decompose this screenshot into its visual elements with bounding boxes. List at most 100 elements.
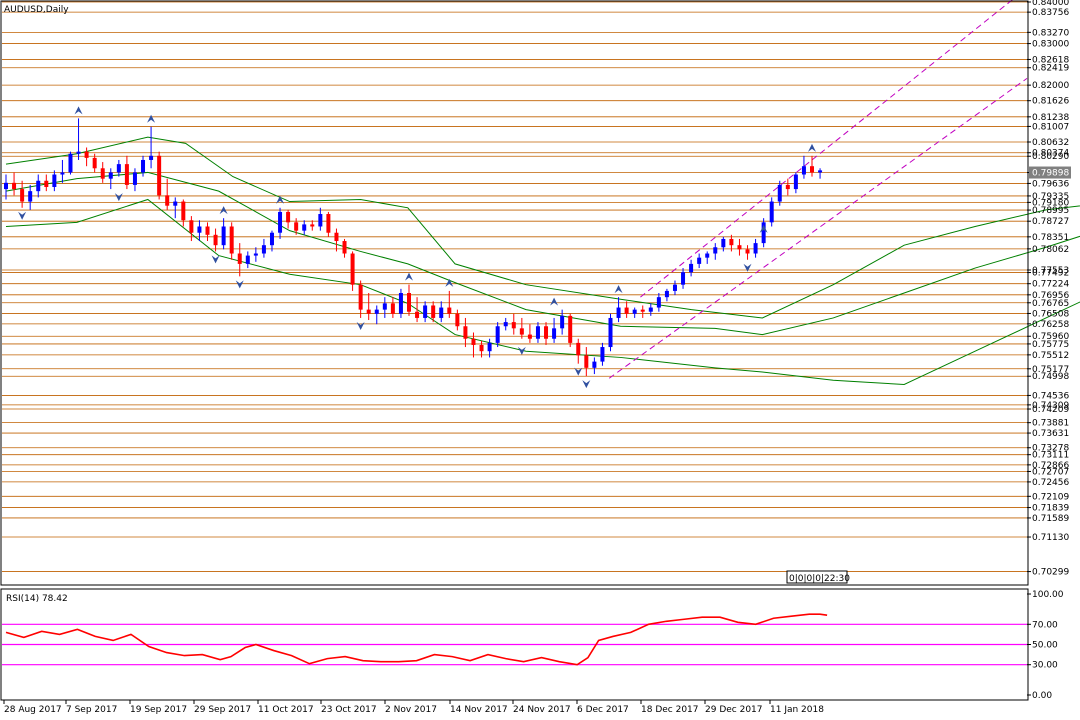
candle-body — [527, 334, 532, 339]
candle-body — [36, 180, 41, 192]
candle-body — [729, 238, 734, 246]
candle-body — [818, 170, 823, 173]
candle-body — [648, 307, 653, 312]
candle-body — [181, 201, 186, 221]
price-tick-label: 0.75177 — [1032, 365, 1069, 375]
candle-body — [511, 322, 516, 329]
candle-body — [407, 293, 411, 312]
price-tick-label: 0.84000 — [1032, 0, 1069, 8]
candle-body — [92, 157, 97, 169]
price-tick-label: 0.82618 — [1032, 55, 1069, 65]
candle-body — [366, 309, 371, 314]
price-tick-label: 0.77553 — [1032, 266, 1069, 276]
candle-body — [100, 168, 105, 179]
fractal-down-icon — [211, 255, 220, 264]
candle-body — [544, 326, 549, 339]
price-tick-label: 0.74209 — [1032, 405, 1069, 415]
candle-body — [334, 232, 339, 242]
time-tick-label: 7 Sep 2017 — [66, 705, 117, 715]
band-middle — [5, 171, 1080, 336]
candle-body — [294, 222, 299, 231]
candle-body — [213, 234, 218, 246]
fractal-up-icon — [147, 114, 156, 123]
price-tick-label: 0.78995 — [1032, 206, 1069, 216]
candle-body — [616, 307, 621, 318]
price-tick-label: 0.73881 — [1032, 419, 1069, 429]
price-tick-label: 0.79180 — [1032, 198, 1069, 208]
price-tick-label: 0.75775 — [1032, 340, 1069, 350]
candle-body — [624, 307, 629, 314]
fractal-up-icon — [74, 106, 83, 115]
time-tick-label: 18 Dec 2017 — [641, 705, 699, 715]
fractal-down-icon — [517, 346, 526, 355]
candle-body — [358, 284, 363, 310]
candle-body — [108, 172, 113, 179]
candle-body — [326, 214, 331, 233]
candle-body — [495, 326, 500, 343]
price-tick-label: 0.76956 — [1032, 291, 1069, 301]
candle-body — [745, 249, 750, 254]
candle-body — [608, 317, 613, 348]
price-tick-label: 0.77224 — [1032, 280, 1069, 290]
price-tick-label: 0.74309 — [1032, 401, 1069, 411]
price-tick-label: 0.81007 — [1032, 122, 1069, 132]
price-tick-label: 0.74998 — [1032, 372, 1069, 382]
time-tick-label: 14 Nov 2017 — [450, 705, 508, 715]
candle-body — [568, 315, 573, 343]
price-tick-label: 0.81238 — [1032, 113, 1069, 123]
candle-body — [44, 180, 49, 187]
candle-body — [656, 297, 661, 308]
candle-body — [269, 232, 274, 246]
candle-body — [116, 164, 121, 173]
time-tick-label: 11 Oct 2017 — [258, 705, 314, 715]
time-box-label: 0|0|0|0|22:30 — [789, 574, 850, 584]
candle-body — [173, 201, 178, 206]
candle-body — [584, 355, 589, 368]
fractal-up-icon — [445, 278, 454, 287]
price-tick-label: 0.80290 — [1032, 152, 1069, 162]
candle-body — [12, 182, 17, 190]
time-box: 0|0|0|0|22:30 — [786, 570, 850, 584]
candle-body — [278, 211, 283, 233]
time-tick-label: 11 Jan 2018 — [770, 705, 824, 715]
candle-body — [310, 224, 315, 227]
fractal-down-icon — [18, 211, 27, 220]
candle-body — [141, 159, 146, 173]
candle-body — [721, 238, 726, 248]
price-tick-label: 0.73631 — [1032, 429, 1069, 439]
candle-body — [318, 214, 323, 227]
candle-body — [640, 309, 645, 312]
price-grid — [2, 1, 1027, 572]
rsi-pane: 100.00 70.00 50.00 30.00 0.00 — [2, 590, 1064, 701]
candle-body — [76, 151, 81, 154]
price-tick-label: 0.80632 — [1032, 138, 1069, 148]
price-tick-label: 0.82419 — [1032, 64, 1069, 74]
time-tick-label: 29 Sep 2017 — [194, 705, 251, 715]
chart-title: AUDUSD,Daily — [4, 5, 69, 15]
price-tick-label: 0.70299 — [1032, 568, 1069, 578]
bollinger-bands — [5, 136, 1080, 385]
candle-body — [415, 311, 420, 318]
price-tick-label: 0.75960 — [1032, 332, 1069, 342]
time-tick-label: 24 Nov 2017 — [513, 705, 571, 715]
time-tick-label: 28 Aug 2017 — [4, 705, 62, 715]
price-tick-label: 0.72456 — [1032, 478, 1069, 488]
time-tick-label: 29 Dec 2017 — [705, 705, 763, 715]
candle-body — [398, 293, 403, 314]
time-axis: 28 Aug 2017 7 Sep 2017 19 Sep 2017 29 Sep 2… — [3, 700, 824, 715]
rsi-tick-label: 0.00 — [1032, 691, 1052, 701]
candle-body — [302, 224, 307, 231]
price-tick-label: 0.79636 — [1032, 179, 1069, 189]
price-tick-label: 0.83756 — [1032, 8, 1069, 18]
price-tick-label: 0.72109 — [1032, 492, 1069, 502]
candle-body — [60, 172, 65, 175]
candle-body — [463, 326, 468, 339]
candle-body — [664, 290, 669, 298]
fractal-up-icon — [614, 285, 623, 294]
candle-body — [229, 226, 234, 254]
candle-body — [455, 313, 460, 327]
candle-body — [810, 166, 814, 173]
price-tick-label: 0.83000 — [1032, 40, 1069, 50]
price-tick-label: 0.79335 — [1032, 192, 1069, 202]
